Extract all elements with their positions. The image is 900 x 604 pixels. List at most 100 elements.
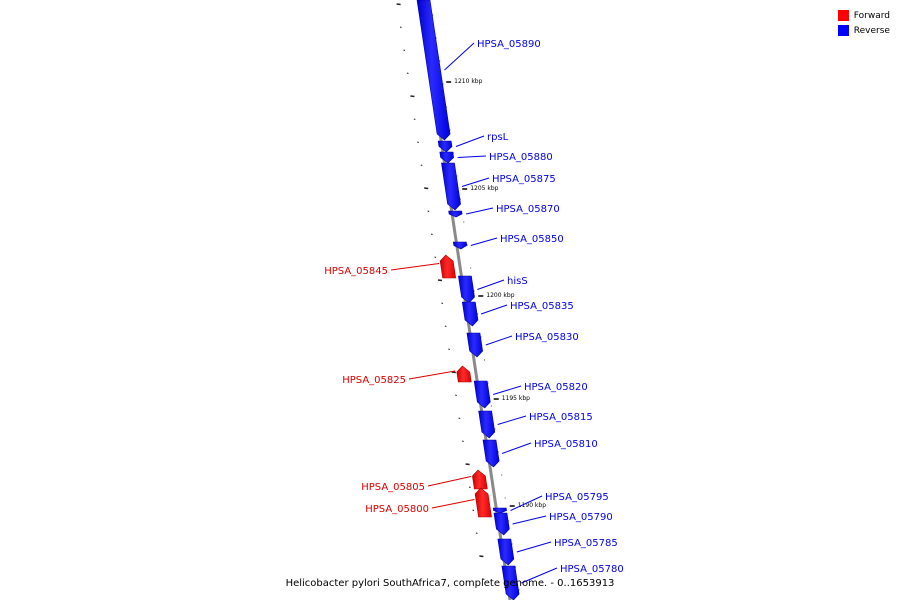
tick-mark [465,463,470,466]
leader-line [408,370,456,380]
leader-line [444,42,475,71]
gene-feature-hpsa-05875[interactable] [441,162,461,211]
kbp-label: 1195 kbp [502,395,530,402]
gene-feature-hpsa-05785[interactable] [497,538,515,566]
leader-line [455,135,485,147]
tick-mark [417,141,419,143]
leader-line [485,335,513,346]
gene-feature-hpsa-05830[interactable] [466,332,483,358]
leader-line [470,237,498,246]
tick-mark [475,532,478,534]
tick-mark [403,49,406,51]
leader-line [431,499,475,509]
reverse-swatch [837,25,849,36]
kbp-label: 1200 kbp [486,292,514,299]
tick-mark [458,417,461,419]
gene-feature-hpsa-05815[interactable] [478,410,496,439]
gene-feature-hpsa-05850[interactable] [452,241,468,250]
tick-mark [461,440,464,442]
gene-label[interactable]: HPSA_05780 [560,564,624,575]
gene-feature-hpsa-05880[interactable] [439,151,454,164]
gene-label[interactable]: HPSA_05880 [489,152,553,163]
kbp-label: 1190 kbp [518,502,546,509]
tick-mark [479,555,484,558]
legend-reverse: Reverse [837,23,890,38]
gene-feature-hpsa-05810[interactable] [482,439,500,468]
kbp-label: 1205 kbp [470,185,498,192]
gene-label[interactable]: HPSA_05800 [365,504,429,515]
leader-line [427,476,472,487]
tick-mark [468,486,471,488]
leader-line [516,541,552,553]
tick-mark [455,394,457,396]
forward-swatch [837,10,849,21]
gene-feature-hpsa-05835[interactable] [461,301,479,327]
gene-label[interactable]: HPSA_05810 [534,439,598,450]
tick-mark [420,164,423,166]
gene-feature-hpsa-05790[interactable] [493,512,510,536]
gene-feature-hpsa-05820[interactable] [473,380,491,409]
legend-forward: Forward [837,8,890,23]
gene-label[interactable]: HPSA_05890 [477,39,541,50]
gene-feature-hpsa-05800[interactable] [474,487,492,518]
genome-caption: Helicobacter pylori SouthAfrica7, comple… [285,578,615,589]
tick-mark [448,348,451,350]
gene-feature-hpsa-05890[interactable] [416,0,451,141]
tick-mark [396,3,401,6]
gene-feature-hpsa-05825[interactable] [456,365,472,383]
tick-mark [437,279,443,282]
gene-feature-hpsa-05780[interactable] [501,565,520,601]
gene-label[interactable]: HPSA_05820 [524,382,588,393]
tick-mark [441,302,444,304]
gene-feature-rpsl[interactable] [437,140,453,153]
leader-line [390,263,440,271]
gene-label[interactable]: HPSA_05825 [342,375,406,386]
leader-line [493,385,522,395]
tick-mark [399,26,402,28]
gene-feature-hpsa-05845[interactable] [439,254,457,279]
gene-feature-hpsa-05795[interactable] [492,507,507,514]
gene-label[interactable]: HPSA_05815 [529,412,593,423]
tick-mark [482,578,485,580]
kbp-scale-labels: 1210 kbp 1205 kbp 1200 kbp 1195 kbp 1190 kbp [446,78,546,509]
gene-features [416,0,520,601]
gene-label[interactable]: HPSA_05795 [545,492,609,503]
leader-line [477,279,505,290]
gene-label[interactable]: HPSA_05785 [554,538,618,549]
gene-label[interactable]: HPSA_05805 [361,482,425,493]
gene-label[interactable]: HPSA_05830 [515,332,579,343]
tick-marks [396,3,520,591]
leader-line [521,567,558,584]
gene-label[interactable]: HPSA_05850 [500,234,564,245]
leader-line [461,177,490,187]
gene-label[interactable]: HPSA_05790 [549,512,613,523]
legend-reverse-label: Reverse [853,25,890,36]
tick-mark [427,210,430,212]
gene-label[interactable]: HPSA_05875 [492,174,556,185]
tick-mark [430,233,433,235]
gene-label[interactable]: HPSA_05870 [496,204,560,215]
leader-line [465,207,494,215]
kbp-label: 1210 kbp [454,78,482,85]
gene-feature-hpsa-05870[interactable] [448,210,463,218]
gene-label[interactable]: rpsL [487,132,509,143]
leader-line [457,155,487,158]
leader-line [480,304,508,315]
tick-mark [424,187,429,190]
gene-feature-hpsa-05805[interactable] [472,469,488,490]
leader-line [501,442,532,454]
legend-forward-label: Forward [853,10,890,21]
legend: Forward Reverse [837,8,890,38]
gene-feature-hiss[interactable] [458,275,475,304]
gene-label[interactable]: hisS [507,276,528,287]
leader-line [497,415,527,425]
gene-labels: HPSA_05890 rpsL HPSA_05880 HPSA_05875 HPSA_0… [324,39,624,584]
tick-mark [472,509,475,511]
tick-mark [434,256,437,258]
gene-label[interactable]: HPSA_05845 [324,266,388,277]
gene-label[interactable]: HPSA_05835 [510,301,574,312]
leader-line [512,515,547,525]
tick-mark [451,371,456,374]
